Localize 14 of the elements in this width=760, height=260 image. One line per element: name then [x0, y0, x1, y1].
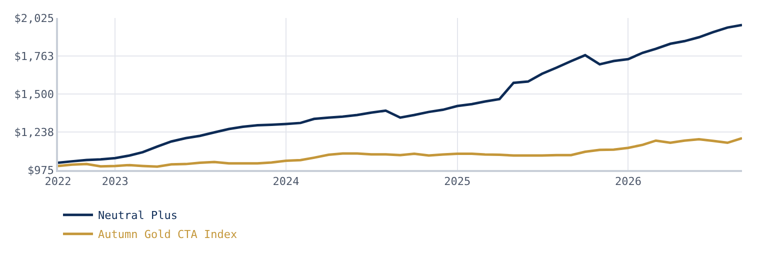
y-tick-label: $1,238 [14, 126, 54, 139]
y-tick-label: $2,025 [14, 12, 54, 25]
legend-label: Autumn Gold CTA Index [98, 228, 238, 242]
y-tick-label: $975 [28, 164, 54, 177]
line-series [58, 136, 742, 168]
x-tick-label: 2023 [102, 174, 128, 188]
line-series [58, 24, 742, 164]
x-tick-label: 2024 [272, 174, 300, 188]
x-tick-label: 2025 [444, 174, 471, 188]
x-tick-label: 2022 [44, 174, 72, 188]
y-tick-label: $1,763 [14, 50, 54, 63]
x-tick-label: 2026 [614, 174, 642, 188]
y-tick-label: $1,500 [14, 88, 54, 101]
legend-label: Neutral Plus [98, 209, 178, 222]
